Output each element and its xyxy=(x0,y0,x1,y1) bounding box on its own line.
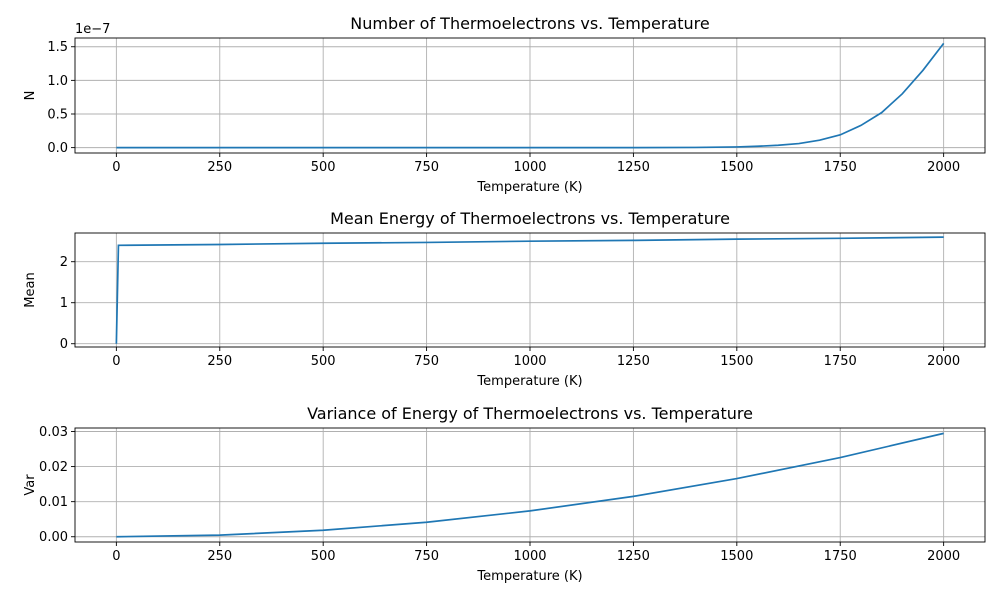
x-tick-label: 1250 xyxy=(617,549,650,564)
x-tick-label: 2000 xyxy=(927,549,960,564)
x-axis-label: Temperature (K) xyxy=(476,180,582,195)
y-axis-label: Var xyxy=(23,474,38,496)
y-tick-label: 0.00 xyxy=(39,530,68,545)
x-tick-label: 0 xyxy=(112,160,120,175)
x-tick-label: 1000 xyxy=(513,160,546,175)
x-tick-label: 1750 xyxy=(824,160,857,175)
x-tick-label: 2000 xyxy=(927,160,960,175)
x-tick-label: 1500 xyxy=(720,354,753,369)
x-tick-label: 500 xyxy=(311,160,336,175)
x-axis-label: Temperature (K) xyxy=(476,569,582,584)
y-tick-label: 1.5 xyxy=(47,40,68,55)
chart-panel-3: 0 250 500 750 1000 1250 1500 1750 2000 0.00 0.01 0.… xyxy=(23,404,986,584)
chart-title: Variance of Energy of Thermoelectrons vs… xyxy=(307,404,753,423)
chart-panel-2: 0 250 500 750 1000 1250 1500 1750 2000 0 1 2 Mean En… xyxy=(23,209,986,389)
y-tick-label: 1 xyxy=(60,296,68,311)
y-tick-label: 0 xyxy=(60,337,68,352)
y-axis-label: N xyxy=(23,91,38,101)
x-tick-label: 2000 xyxy=(927,354,960,369)
y-offset-text: 1e−7 xyxy=(75,22,110,37)
y-tick-label: 0.02 xyxy=(39,460,68,475)
x-tick-label: 750 xyxy=(414,549,439,564)
y-tick-label: 2 xyxy=(60,255,68,270)
x-tick-label: 1500 xyxy=(720,160,753,175)
series-line xyxy=(116,42,945,149)
x-tick-label: 250 xyxy=(207,160,232,175)
x-tick-label: 1250 xyxy=(617,354,650,369)
y-tick-label: 0.0 xyxy=(47,141,68,156)
series-line xyxy=(115,236,944,344)
chart-title: Number of Thermoelectrons vs. Temperatur… xyxy=(350,14,709,33)
x-tick-label: 750 xyxy=(414,354,439,369)
x-tick-label: 1000 xyxy=(513,354,546,369)
y-tick-label: 0.01 xyxy=(39,495,68,510)
chart-panel-1: 0 250 500 750 1000 1250 1500 1750 2000 0.0 0.5 1.0 1… xyxy=(23,14,986,195)
x-axis-label: Temperature (K) xyxy=(476,374,582,389)
x-tick-label: 250 xyxy=(207,354,232,369)
x-tick-label: 1250 xyxy=(617,160,650,175)
x-tick-label: 1750 xyxy=(824,549,857,564)
y-tick-label: 0.5 xyxy=(47,107,68,122)
x-tick-label: 500 xyxy=(311,354,336,369)
x-tick-label: 250 xyxy=(207,549,232,564)
x-tick-label: 1500 xyxy=(720,549,753,564)
x-tick-label: 1750 xyxy=(824,354,857,369)
y-tick-label: 1.0 xyxy=(47,74,68,89)
x-tick-label: 500 xyxy=(311,549,336,564)
x-tick-label: 1000 xyxy=(513,549,546,564)
y-axis-label: Mean xyxy=(23,272,38,307)
x-tick-label: 0 xyxy=(112,549,120,564)
x-tick-label: 0 xyxy=(112,354,120,369)
series-line xyxy=(116,432,944,538)
chart-title: Mean Energy of Thermoelectrons vs. Tempe… xyxy=(330,209,730,228)
x-tick-label: 750 xyxy=(414,160,439,175)
y-tick-label: 0.03 xyxy=(39,425,68,440)
